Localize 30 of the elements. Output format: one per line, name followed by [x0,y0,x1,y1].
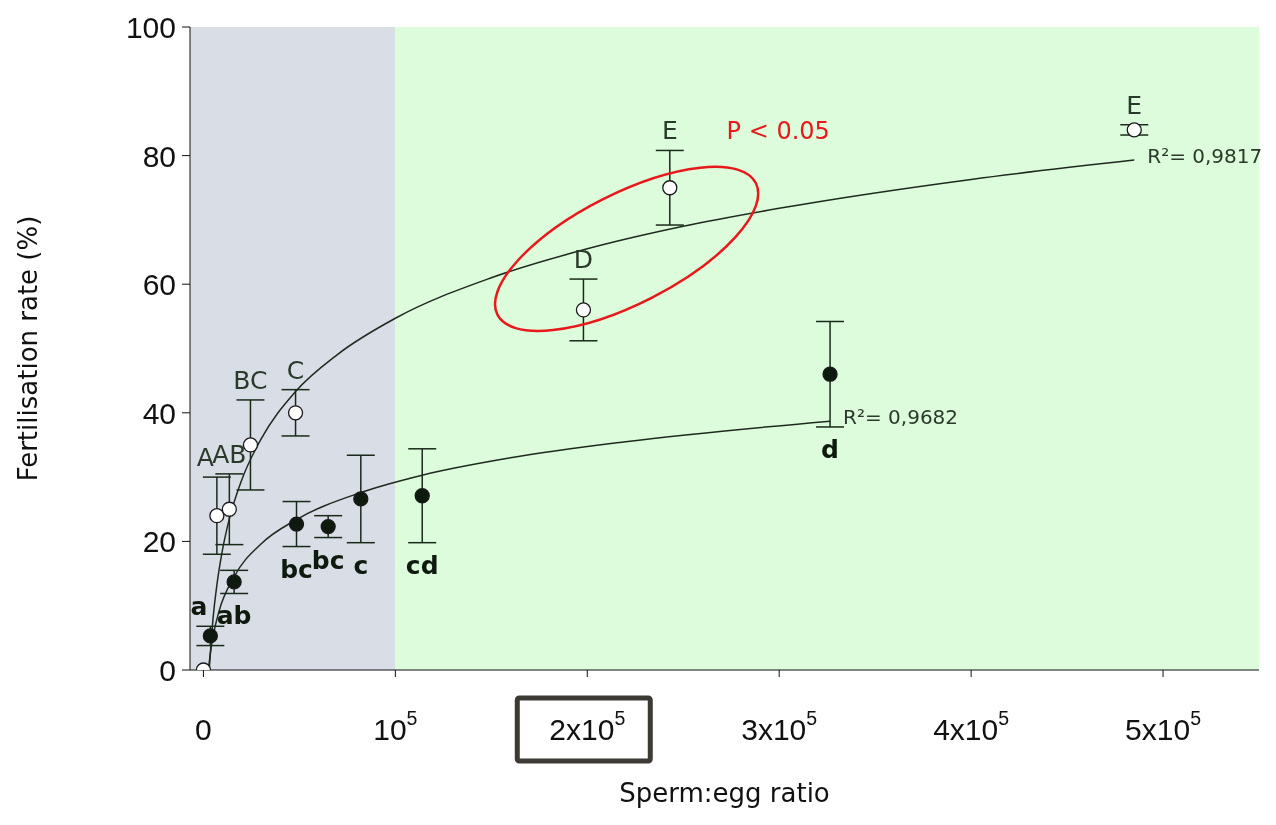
annotation: a [190,591,208,621]
annotation: R²= 0,9817 [1147,144,1263,169]
annotation: R²= 0,9682 [843,405,959,430]
annotation: bc [280,554,313,584]
annotation: D [573,244,594,274]
x-tick-label: 5x10$^{5}$ [1125,707,1202,746]
x-tick-label: 2x10$^{5}$ [549,707,626,746]
y-axis-title: Fertilisation rate (%) [13,215,44,482]
annotation: P < 0.05 [726,116,830,145]
annotation: C [286,355,305,385]
annotation: ab [216,600,252,630]
annotation: E [661,115,678,145]
annotation: E [1126,90,1143,120]
x-tick-label: 4x10$^{5}$ [933,707,1010,746]
annotation: bc [311,545,345,575]
x-tick-label: 3x10$^{5}$ [741,707,818,746]
annotation: A [196,442,214,472]
y-tick-label: 80 [142,139,176,173]
y-tick-label: 60 [142,267,176,301]
y-tick-label: 100 [125,10,176,44]
y-tick-label: 0 [159,653,176,687]
annotation: cd [405,550,439,580]
x-axis-title: Sperm:egg ratio [619,778,830,808]
y-tick-label: 40 [142,396,176,430]
annotation: d [821,434,840,464]
y-tick-label: 20 [142,524,176,558]
x-tick-label: 10$^{5}$ [373,707,418,746]
annotation: c [353,550,369,580]
x-tick-label: 0 [195,712,212,746]
annotation: BC [233,365,268,395]
